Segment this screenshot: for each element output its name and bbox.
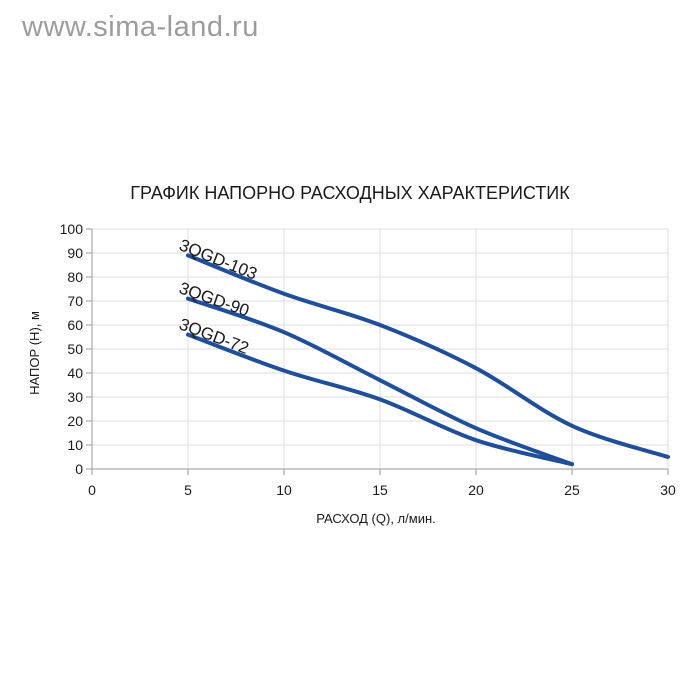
x-axis-title: РАСХОД (Q), л/мин. <box>316 511 436 526</box>
y-tick-label-80: 80 <box>67 269 83 285</box>
series-curve-3QGD-72 <box>186 332 574 467</box>
chart-title: ГРАФИК НАПОРНО РАСХОДНЫХ ХАРАКТЕРИСТИК <box>130 183 570 203</box>
x-tick-label-15: 15 <box>372 482 388 498</box>
y-tick-label-10: 10 <box>67 437 83 453</box>
y-tick-label-60: 60 <box>67 317 83 333</box>
y-axis-title: НАПОР (Н), м <box>27 311 42 395</box>
x-tick-label-30: 30 <box>660 482 676 498</box>
x-tick-label-10: 10 <box>276 482 292 498</box>
y-tick-label-0: 0 <box>75 461 83 477</box>
y-tick-label-40: 40 <box>67 365 83 381</box>
y-tick-label-90: 90 <box>67 245 83 261</box>
watermark-text: www.sima-land.ru <box>22 11 259 43</box>
x-tick-label-25: 25 <box>564 482 580 498</box>
y-tick-label-70: 70 <box>67 293 83 309</box>
series-curve-3QGD-90 <box>186 296 574 467</box>
series-curve-3QGD-103 <box>186 253 670 459</box>
x-tick-label-20: 20 <box>468 482 484 498</box>
series-label-3QGD-103: 3QGD-103 <box>177 235 260 283</box>
y-tick-label-50: 50 <box>67 341 83 357</box>
x-tick-label-5: 5 <box>184 482 192 498</box>
y-tick-label-30: 30 <box>67 389 83 405</box>
x-tick-label-0: 0 <box>88 482 96 498</box>
y-tick-label-20: 20 <box>67 413 83 429</box>
y-tick-label-100: 100 <box>60 221 84 237</box>
